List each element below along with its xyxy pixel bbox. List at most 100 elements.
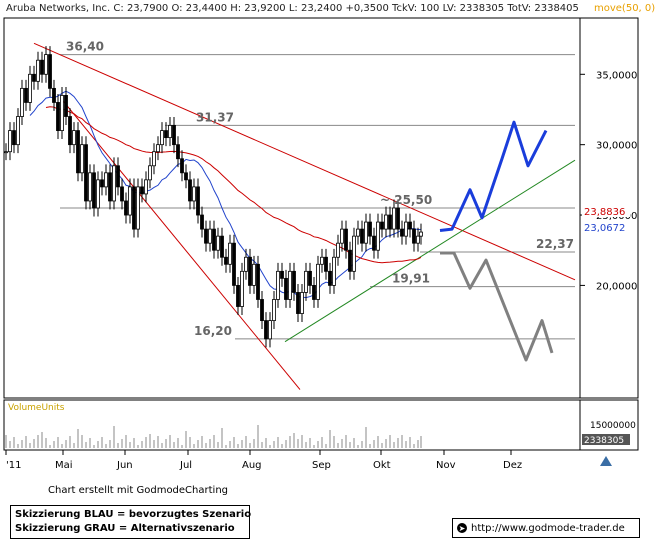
candle-body xyxy=(236,285,240,307)
candle-body xyxy=(240,270,244,307)
candle-body xyxy=(419,231,423,237)
candle-body xyxy=(220,235,224,258)
candle-body xyxy=(216,235,220,251)
candle-body xyxy=(308,270,312,286)
candle-body xyxy=(116,165,120,188)
candle-body xyxy=(168,124,172,139)
candle-body xyxy=(28,73,32,103)
candle-body xyxy=(160,130,164,146)
candle-body xyxy=(372,235,376,251)
level-annotation: 22,37 xyxy=(536,237,574,251)
volume-tick-1: 15000000 xyxy=(590,421,636,431)
candle-body xyxy=(24,87,28,103)
candle-body xyxy=(64,95,68,117)
candle-body xyxy=(252,263,256,286)
x-tick-label: Dez xyxy=(503,460,522,471)
candle-body xyxy=(76,130,80,174)
x-tick-label: Jun xyxy=(116,460,133,471)
candle-body xyxy=(228,242,232,265)
chart-credit: Chart erstellt mit GodmodeCharting xyxy=(48,485,228,496)
zoom-icon[interactable] xyxy=(598,454,614,468)
candle-body xyxy=(192,186,196,202)
volume-panel xyxy=(3,399,639,451)
candle-body xyxy=(156,144,160,153)
x-tick-label: Nov xyxy=(436,460,456,471)
candle-body xyxy=(312,285,316,300)
candle-body xyxy=(412,228,416,244)
candle-body xyxy=(324,256,328,272)
candle-body xyxy=(48,54,52,89)
candle-body xyxy=(384,214,388,230)
candle-body xyxy=(356,228,360,237)
candle-body xyxy=(332,256,336,286)
ma50-line xyxy=(29,90,422,299)
candle-body xyxy=(60,95,64,131)
candle-body xyxy=(320,256,324,265)
candle-body xyxy=(148,165,152,181)
candle-body xyxy=(16,116,20,146)
candle-body xyxy=(128,186,132,216)
candle-body xyxy=(184,172,188,181)
candle-body xyxy=(84,144,88,202)
candle-body xyxy=(288,270,292,300)
x-tick-label: Mai xyxy=(55,460,73,471)
y-tick-label: 20,0000 xyxy=(596,281,637,292)
url-link[interactable]: ➤ http://www.godmode-trader.de xyxy=(452,518,640,538)
last-price-box xyxy=(582,204,630,217)
candle-body xyxy=(360,228,364,244)
candle-body xyxy=(104,172,108,188)
scenario-legend: Skizzierung BLAU = bevorzugtes Szenario … xyxy=(10,505,251,539)
x-tick-label: '11 xyxy=(6,460,21,471)
candle-body xyxy=(96,179,100,209)
last-price-label: 23,8836 xyxy=(584,207,625,218)
candle-body xyxy=(4,151,8,154)
candle-body xyxy=(224,256,228,265)
candle-body xyxy=(400,228,404,237)
candle-body xyxy=(124,200,128,216)
candle-body xyxy=(300,292,304,314)
last-price-label: 23,0672 xyxy=(584,223,625,234)
volume-tick-2: 2338305 xyxy=(584,436,624,446)
scenario-blue-path xyxy=(439,120,548,233)
candle-body xyxy=(132,186,136,230)
candle-body xyxy=(268,320,272,340)
candle-body xyxy=(256,263,260,300)
candle-body xyxy=(140,186,144,195)
candle-body xyxy=(12,130,16,146)
level-annotation: 19,91 xyxy=(392,272,430,286)
ma200-line xyxy=(45,106,422,264)
level-annotation: 16,20 xyxy=(194,324,232,338)
candle-body xyxy=(196,186,200,216)
candle-body xyxy=(336,242,340,258)
candle-body xyxy=(284,277,288,300)
chart-area: Aruba Networks, Inc. C: 23,7900 O: 23,44… xyxy=(3,3,656,471)
candle-body xyxy=(180,158,184,174)
candle-body xyxy=(32,73,36,82)
channel-lower-line xyxy=(61,99,301,390)
candle-body xyxy=(364,221,368,244)
candle-body xyxy=(380,221,384,230)
candle-body xyxy=(296,292,300,314)
candle-body xyxy=(72,130,76,146)
candle-body xyxy=(200,214,204,230)
candle-body xyxy=(40,59,44,75)
candle-body xyxy=(120,186,124,202)
candle-body xyxy=(264,320,268,340)
volume-label: VolumeUnits xyxy=(8,403,65,413)
candle-body xyxy=(88,172,92,202)
candle-body xyxy=(108,172,112,202)
candle-body xyxy=(52,87,56,103)
chart-header: Aruba Networks, Inc. C: 23,7900 O: 23,44… xyxy=(6,3,579,14)
x-tick-label: Aug xyxy=(242,460,262,471)
uptrend-line xyxy=(284,159,576,343)
candle-body xyxy=(276,270,280,300)
candle-body xyxy=(244,256,248,272)
scenario-grey-path xyxy=(440,251,554,362)
candle-body xyxy=(280,270,284,279)
candle-body xyxy=(212,228,216,251)
candle-body xyxy=(392,207,396,230)
candle-body xyxy=(368,221,372,237)
candle-body xyxy=(172,124,176,146)
candle-body xyxy=(316,263,320,300)
candle-body xyxy=(152,151,156,167)
